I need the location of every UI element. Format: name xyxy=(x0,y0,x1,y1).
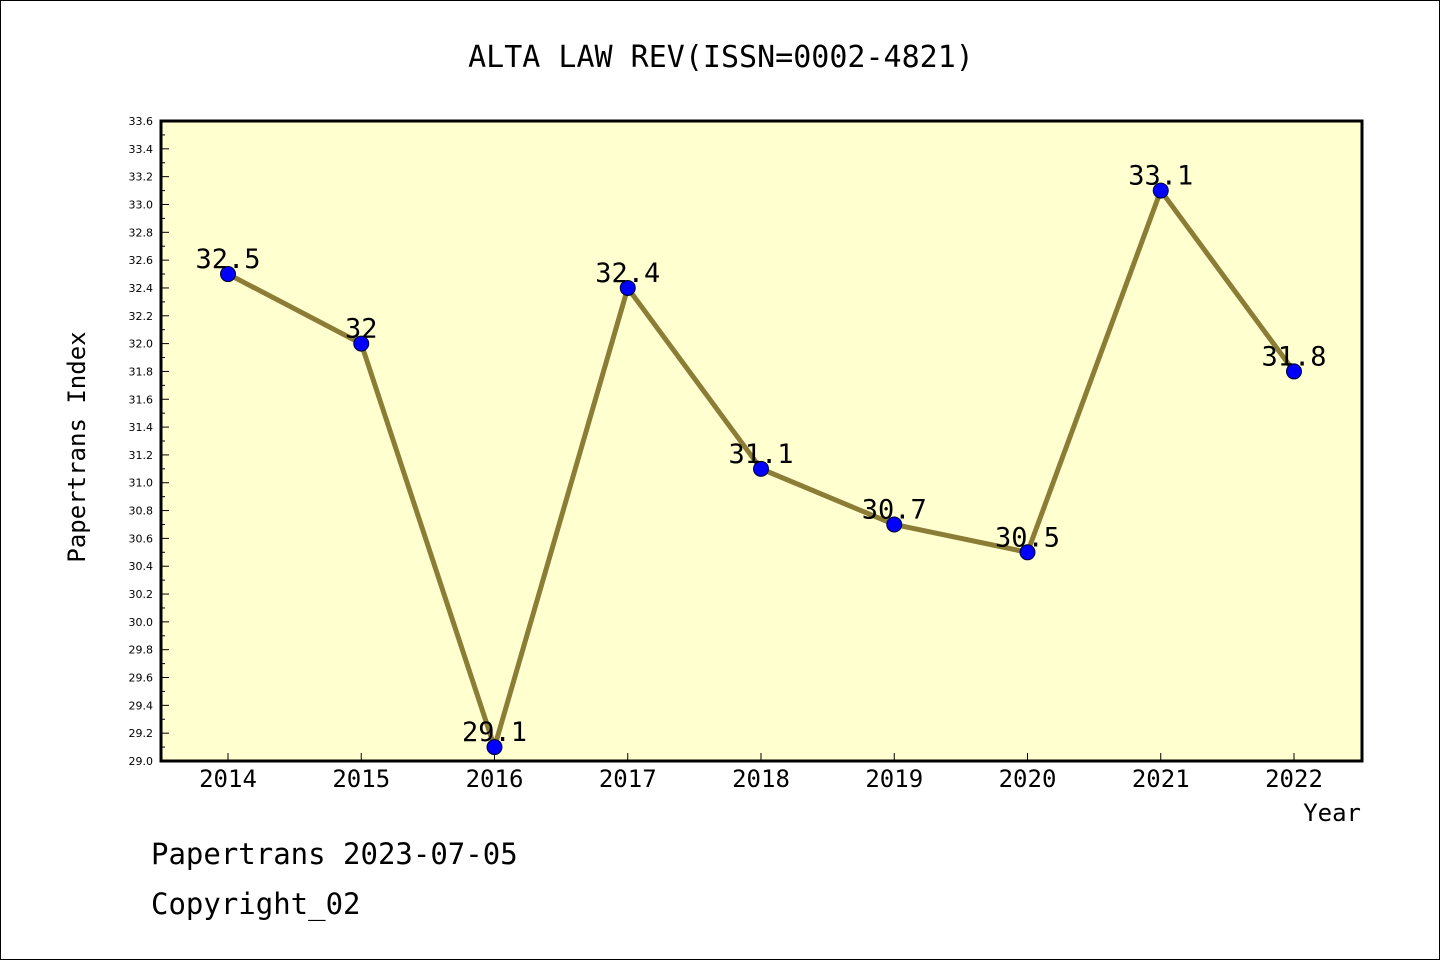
y-tick-label: 33.6 xyxy=(129,115,154,128)
x-tick-label: 2017 xyxy=(599,765,657,793)
data-point xyxy=(619,279,636,296)
y-tick-label: 30.6 xyxy=(129,532,154,545)
y-tick-label: 29.8 xyxy=(129,644,154,657)
y-tick-label: 32.2 xyxy=(129,310,154,323)
x-tick-label: 2020 xyxy=(999,765,1057,793)
y-tick-label: 29.6 xyxy=(129,672,154,685)
series-group: 32.5 32 29.1 32.4 31.1 30.7 30.5 33.1 31.8 xyxy=(195,161,1327,756)
y-tick-label: 31.6 xyxy=(129,393,154,406)
plot-area xyxy=(161,121,1362,761)
y-tick-label: 32.4 xyxy=(129,282,154,295)
x-tick-label: 2016 xyxy=(466,765,524,793)
y-tick-label: 29.0 xyxy=(129,755,154,768)
x-tick-label: 2015 xyxy=(332,765,390,793)
data-label: 30.7 xyxy=(862,494,927,525)
data-label: 31.8 xyxy=(1261,341,1326,372)
x-tick-label: 2014 xyxy=(199,765,257,793)
plot-border xyxy=(159,119,1364,763)
x-tick-label: 2022 xyxy=(1265,765,1323,793)
data-point xyxy=(1286,363,1302,380)
x-tick-label: 2019 xyxy=(865,765,923,793)
y-tick-label: 32.6 xyxy=(129,254,154,267)
data-point xyxy=(353,335,370,352)
y-tick-label: 32.8 xyxy=(129,226,154,239)
y-tick-label: 33.2 xyxy=(129,171,154,184)
footer-copyright: Copyright_02 xyxy=(151,887,361,921)
data-label: 32 xyxy=(345,314,378,345)
data-label: 32.5 xyxy=(195,244,260,275)
y-axis-ticks: 29.0 29.2 29.4 29.6 29.8 30.0 30.2 30.4 30.6 30.8… xyxy=(129,115,169,768)
x-axis-label: Year xyxy=(1303,799,1361,827)
data-point xyxy=(886,516,903,533)
y-tick-label: 31.8 xyxy=(129,365,154,378)
data-label: 33.1 xyxy=(1128,161,1193,192)
footer-date: Papertrans 2023-07-05 xyxy=(151,837,518,871)
data-point xyxy=(220,266,236,283)
y-tick-label: 31.4 xyxy=(129,421,154,434)
data-point xyxy=(486,739,503,756)
y-tick-label: 31.0 xyxy=(129,477,154,490)
data-point xyxy=(1152,182,1169,199)
data-label: 32.4 xyxy=(595,258,660,289)
y-tick-label: 30.2 xyxy=(129,588,154,601)
x-tick-label: 2018 xyxy=(732,765,790,793)
y-tick-label: 30.0 xyxy=(129,616,154,629)
y-tick-label: 30.4 xyxy=(129,560,154,573)
data-label: 31.1 xyxy=(728,439,793,470)
data-label: 30.5 xyxy=(995,522,1060,553)
data-label: 29.1 xyxy=(462,717,527,748)
y-axis-label: Papertrans Index xyxy=(63,331,91,562)
y-tick-label: 33.0 xyxy=(129,198,154,211)
x-tick-label: 2021 xyxy=(1132,765,1190,793)
data-point xyxy=(1019,544,1036,561)
y-tick-label: 32.0 xyxy=(129,338,154,351)
chart-title: ALTA LAW REV(ISSN=0002-4821) xyxy=(468,40,974,75)
y-tick-label: 29.2 xyxy=(129,727,154,740)
data-point xyxy=(753,460,769,477)
y-tick-label: 31.2 xyxy=(129,449,154,462)
x-axis-ticks: 2014 2015 2016 2017 2018 2019 2020 2021 2022 xyxy=(199,753,1323,793)
y-tick-label: 30.8 xyxy=(129,505,154,518)
y-tick-label: 29.4 xyxy=(129,699,154,712)
y-tick-label: 33.4 xyxy=(129,143,154,156)
